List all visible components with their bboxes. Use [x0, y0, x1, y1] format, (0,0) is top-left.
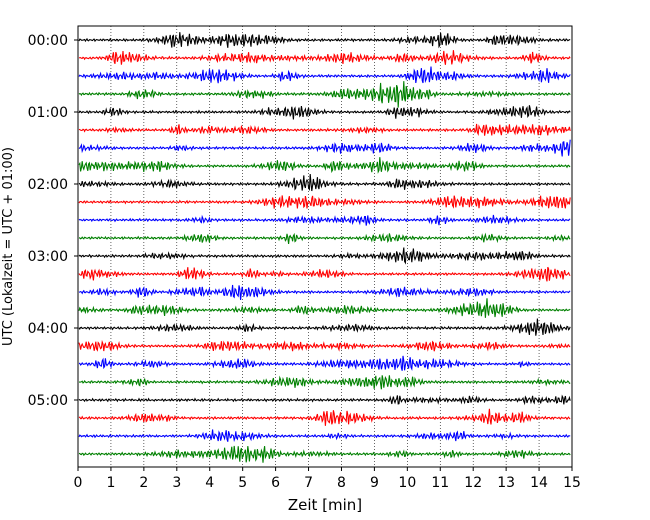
seismic-trace [78, 214, 571, 226]
x-tick-label: 15 [563, 475, 581, 491]
y-tick-label: 01:00 [28, 105, 68, 121]
seismic-trace [78, 266, 571, 282]
seismic-trace [78, 81, 571, 108]
seismic-trace [78, 408, 571, 426]
x-tick-label: 12 [464, 475, 482, 491]
x-tick-label: 5 [238, 475, 247, 491]
x-axis-label: Zeit [min] [288, 496, 362, 514]
seismic-trace [78, 123, 571, 136]
seismic-trace [78, 355, 571, 372]
seismic-trace [78, 429, 571, 443]
x-tick-label: 14 [530, 475, 548, 491]
seismic-trace [78, 174, 571, 192]
x-tick-label: 3 [172, 475, 181, 491]
x-axis-ticks: 0 1 2 3 4 5 6 7 8 9 10 11 12 13 14 15 [74, 467, 581, 491]
seismic-traces [78, 32, 571, 463]
seismic-trace [78, 375, 571, 390]
x-tick-label: 4 [205, 475, 214, 491]
plot-frame [77, 25, 573, 468]
y-tick-label: 02:00 [28, 177, 68, 193]
x-tick-label: 13 [497, 475, 515, 491]
seismic-trace [78, 50, 571, 65]
seismic-trace [78, 139, 571, 157]
seismic-trace [78, 32, 571, 49]
y-axis-label: UTC (Lokalzeit = UTC + 01:00) [1, 147, 16, 346]
x-tick-label: 11 [431, 475, 449, 491]
x-tick-label: 6 [271, 475, 280, 491]
seismic-trace [78, 232, 571, 244]
x-tick-label: 10 [398, 475, 416, 491]
seismic-trace [78, 157, 571, 174]
seismic-trace [78, 284, 571, 300]
seismic-trace [78, 298, 571, 318]
seismic-trace [78, 105, 571, 120]
seismic-trace [78, 394, 571, 406]
y-tick-label: 04:00 [28, 321, 68, 337]
seismic-trace [78, 318, 571, 336]
seismic-trace [78, 247, 571, 265]
x-tick-label: 0 [74, 475, 83, 491]
y-tick-label: 00:00 [28, 33, 68, 49]
x-tick-label: 1 [106, 475, 115, 491]
x-tick-label: 8 [337, 475, 346, 491]
x-tick-label: 2 [139, 475, 148, 491]
seismic-trace [78, 445, 571, 463]
y-tick-label: 03:00 [28, 249, 68, 265]
x-tick-label: 9 [370, 475, 379, 491]
y-tick-label: 05:00 [28, 393, 68, 409]
seismic-trace [78, 195, 571, 209]
x-tick-label: 7 [304, 475, 313, 491]
seismic-trace [78, 66, 571, 84]
seismic-trace [78, 339, 571, 352]
y-axis-ticks: 00:00 01:00 02:00 03:00 04:00 05:00 [28, 33, 78, 409]
